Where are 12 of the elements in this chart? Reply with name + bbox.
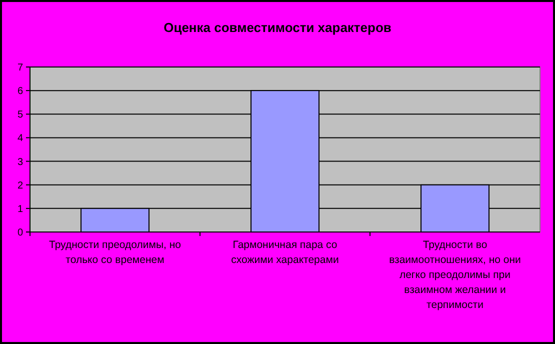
y-tick-label: 5 [17,110,24,121]
y-tick-label: 3 [17,156,24,168]
y-tick-label: 1 [17,204,24,215]
y-tick-label: 6 [17,86,24,98]
x-tick-label: Трудности во взаимоотношениях, но они легко преодолимы при взаимном желании и терпимости [389,239,522,311]
x-tick-label: Гармоничная пара со схожими характерами [231,239,339,266]
y-tick-label: 7 [17,62,24,74]
y-tick-label: 4 [17,133,24,144]
y-tick-label: 0 [17,228,24,238]
y-tick-label: 2 [17,180,24,192]
chart-title: Оценка совместимости характеров [164,20,392,35]
x-tick-label: Трудности преодолимы, но только со временем [49,239,182,266]
